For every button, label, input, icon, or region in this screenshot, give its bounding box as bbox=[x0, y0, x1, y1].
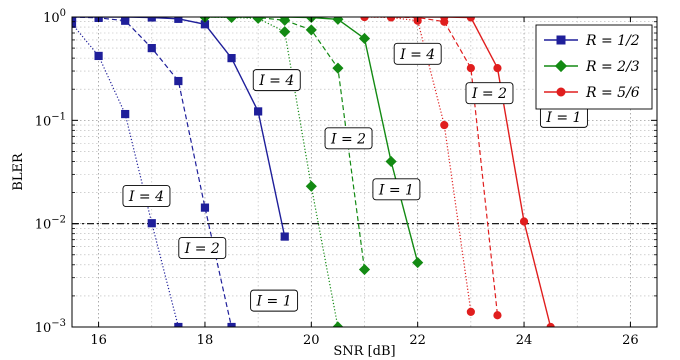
annotation-box bbox=[372, 178, 421, 201]
annotation-label: I = 1 bbox=[250, 289, 299, 312]
marker-diamond bbox=[358, 32, 371, 45]
series-path bbox=[204, 17, 339, 327]
marker-circle bbox=[440, 17, 449, 22]
legend-label: R = 5/6 bbox=[585, 85, 640, 101]
annotation-label: I = 4 bbox=[252, 69, 301, 92]
annotation-box bbox=[250, 289, 299, 312]
marker-diamond bbox=[279, 26, 291, 38]
marker-diamond bbox=[279, 17, 291, 23]
marker-circle bbox=[493, 311, 502, 320]
annotation-box bbox=[393, 42, 442, 65]
annotation-text: I = 1 bbox=[545, 110, 581, 126]
annotation-text: I = 2 bbox=[184, 241, 220, 257]
annotation-box bbox=[252, 69, 301, 92]
series-path bbox=[364, 17, 499, 316]
annotation-label: I = 2 bbox=[178, 237, 227, 260]
marker-circle bbox=[386, 17, 396, 22]
annotation-text: I = 4 bbox=[128, 189, 164, 205]
marker-square bbox=[94, 51, 103, 61]
x-tick-label: 22 bbox=[409, 333, 426, 348]
x-tick-label: 24 bbox=[516, 333, 533, 348]
marker-circle bbox=[466, 307, 475, 317]
marker-diamond bbox=[385, 155, 397, 168]
legend-label: R = 1/2 bbox=[585, 33, 640, 49]
marker-circle bbox=[556, 87, 566, 97]
series-path bbox=[364, 17, 472, 312]
plot-frame bbox=[71, 16, 658, 328]
marker-diamond bbox=[332, 321, 344, 327]
annotation-box bbox=[122, 185, 171, 208]
marker-circle bbox=[493, 64, 502, 73]
y-tick-label: 10−1 bbox=[35, 111, 66, 129]
marker-square bbox=[280, 232, 289, 241]
marker-square bbox=[254, 107, 263, 116]
marker-diamond bbox=[332, 17, 344, 25]
legend-box bbox=[535, 24, 653, 110]
annotation-label: I = 4 bbox=[393, 42, 442, 65]
marker-circle bbox=[360, 17, 369, 22]
marker-circle bbox=[466, 64, 475, 73]
legend-label: R = 2/3 bbox=[585, 59, 640, 75]
annotation-text: I = 4 bbox=[258, 73, 294, 89]
marker-square bbox=[200, 203, 210, 212]
x-tick-label: 16 bbox=[90, 333, 107, 348]
axis-ticks: 16 18 20 22 24 26 10−3 10−2 10−1 100 bbox=[35, 8, 657, 348]
annotation-label: I = 1 bbox=[539, 105, 588, 128]
marker-circle bbox=[440, 120, 449, 130]
annotation-group: I = 4 I = 2 I = 1 I = 4 I = 2 I = 1 I = 4 I = 2… bbox=[122, 42, 588, 312]
marker-diamond bbox=[412, 257, 424, 269]
annotation-label: I = 2 bbox=[465, 82, 514, 105]
annotation-text: I = 1 bbox=[378, 182, 414, 198]
marker-diamond bbox=[332, 62, 344, 74]
marker-diamond bbox=[252, 17, 264, 23]
marker-square bbox=[174, 76, 183, 86]
y-tick-label: 10−2 bbox=[35, 215, 66, 233]
annotation-label: I = 4 bbox=[122, 185, 171, 208]
marker-diamond bbox=[305, 180, 317, 192]
marker-square bbox=[174, 17, 183, 23]
marker-square bbox=[227, 54, 236, 63]
legend: R = 1/2 R = 2/3 R = 5/6 bbox=[535, 24, 653, 110]
annotation-box bbox=[178, 237, 227, 260]
series-line-3 bbox=[72, 17, 289, 241]
marker-diamond bbox=[554, 59, 568, 73]
x-tick-label: 26 bbox=[622, 333, 639, 348]
annotation-text: I = 2 bbox=[471, 86, 507, 102]
annotation-text: I = 2 bbox=[330, 131, 366, 147]
marker-square bbox=[121, 17, 130, 22]
y-tick-label: 100 bbox=[43, 8, 66, 26]
annotation-box bbox=[465, 82, 514, 105]
y-tick-label: 10−3 bbox=[35, 318, 66, 336]
annotation-label: I = 1 bbox=[372, 178, 421, 201]
x-tick-label: 18 bbox=[197, 333, 214, 348]
annotation-label: I = 2 bbox=[324, 127, 373, 150]
marker-square bbox=[121, 109, 130, 119]
legend-entry-1: R = 1/2 bbox=[544, 33, 640, 49]
x-axis-label: SNR [dB] bbox=[333, 344, 395, 359]
marker-diamond bbox=[358, 263, 371, 276]
legend-entry-3: R = 5/6 bbox=[544, 85, 640, 101]
marker-square bbox=[556, 35, 566, 45]
marker-square bbox=[147, 219, 156, 228]
marker-diamond bbox=[225, 17, 238, 23]
marker-circle bbox=[519, 217, 529, 226]
y-axis-label: BLER bbox=[11, 152, 26, 191]
annotation-box bbox=[324, 127, 373, 150]
annotation-text: I = 4 bbox=[399, 47, 435, 63]
annotation-text: I = 1 bbox=[256, 294, 292, 310]
marker-diamond bbox=[305, 24, 317, 36]
x-tick-label: 20 bbox=[303, 333, 320, 348]
legend-entry-2: R = 2/3 bbox=[544, 59, 640, 75]
marker-square bbox=[147, 44, 156, 53]
